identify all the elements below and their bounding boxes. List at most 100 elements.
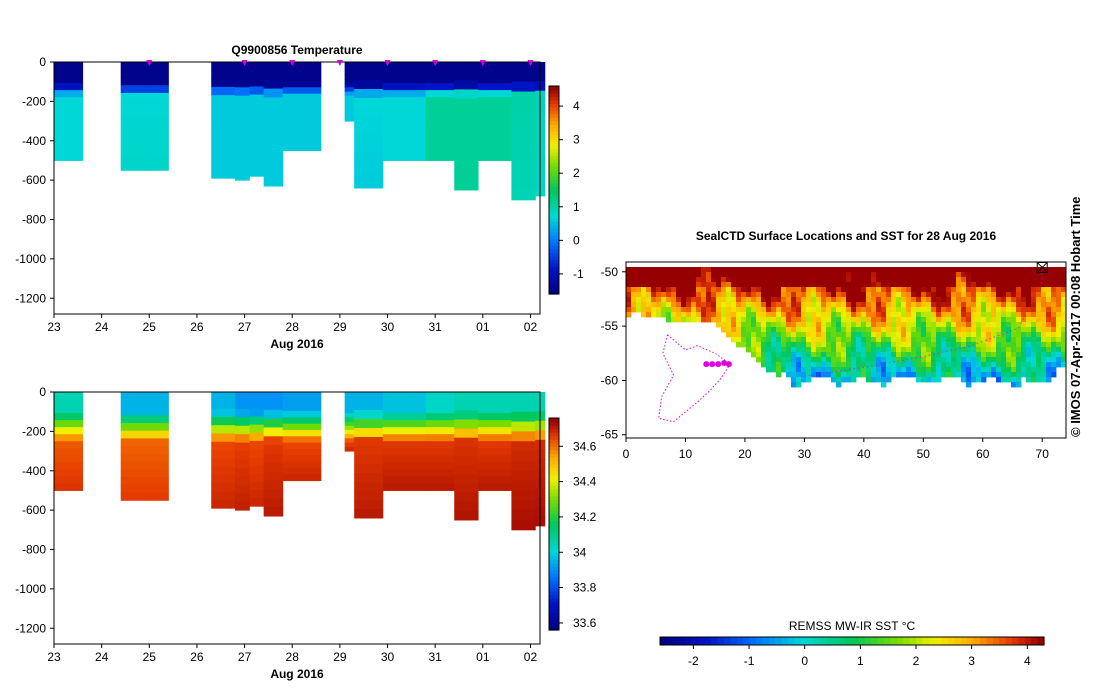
sst-cell	[871, 292, 877, 298]
sst-cell	[631, 287, 637, 293]
profile-cell	[478, 153, 512, 161]
sst-cell	[811, 342, 817, 348]
sst-cell	[701, 317, 707, 323]
colorbar-segment	[807, 637, 815, 645]
sst-cell	[816, 327, 822, 333]
sst-cell	[801, 297, 807, 303]
sst-cell	[816, 272, 822, 278]
sst-cell	[681, 277, 687, 283]
profile-cell	[120, 461, 146, 470]
sst-cell	[871, 362, 877, 368]
sst-cell	[906, 372, 912, 378]
sst-cell	[726, 282, 732, 288]
sst-cell	[1026, 267, 1032, 273]
profile-cell	[263, 106, 284, 116]
colorbar-segment	[549, 594, 559, 599]
profile-cell	[54, 462, 84, 470]
sst-cell	[901, 332, 907, 338]
sst-cell	[666, 307, 672, 313]
sst-cell	[1001, 337, 1007, 343]
profile-cell	[120, 422, 146, 432]
sst-cell	[781, 362, 787, 368]
colorbar-segment	[549, 538, 559, 543]
sst-cell	[811, 312, 817, 318]
colorbar-segment	[549, 200, 559, 205]
sst-cell	[901, 312, 907, 318]
sst-cell	[826, 332, 832, 338]
sst-cell	[756, 287, 762, 293]
profile-cell	[382, 111, 427, 119]
colorbar-segment	[549, 245, 559, 250]
colorbar-tick-label: 34.4	[573, 475, 597, 489]
sst-cell	[916, 377, 922, 383]
sst-cell	[871, 347, 877, 353]
sst-cell	[1056, 322, 1062, 328]
sst-cell	[971, 337, 977, 343]
sst-cell	[756, 307, 762, 313]
sst-cell	[916, 332, 922, 338]
sst-cell	[956, 362, 962, 368]
sst-cell	[931, 302, 937, 308]
profile-cell	[425, 476, 455, 484]
x-axis-label: Aug 2016	[270, 667, 324, 681]
sst-cell	[656, 277, 662, 283]
sst-cell	[996, 297, 1002, 303]
colorbar-segment	[1024, 637, 1032, 645]
profile-cell	[425, 118, 455, 126]
sst-cell	[811, 307, 817, 313]
sst-cell	[951, 307, 957, 313]
sst-cell	[766, 317, 772, 323]
sst-cell	[831, 372, 837, 378]
profile-cell	[144, 139, 169, 148]
sst-cell	[836, 337, 842, 343]
sst-cell	[801, 272, 807, 278]
profile-cell	[454, 80, 479, 90]
sst-cell	[681, 297, 687, 303]
x-tick-label: 50	[917, 447, 931, 461]
sst-cell	[841, 277, 847, 283]
colorbar-segment	[973, 637, 981, 645]
sst-cell	[686, 302, 692, 308]
profile-marker	[146, 60, 153, 66]
colorbar-segment	[704, 637, 712, 645]
profile-cell	[249, 159, 265, 169]
colorbar-segment	[549, 439, 559, 444]
sst-cell	[771, 337, 777, 343]
sst-cell	[966, 327, 972, 333]
sst-cell	[1011, 372, 1017, 378]
sst-cell	[1026, 367, 1032, 373]
sst-cell	[1051, 322, 1057, 328]
sst-cell	[956, 282, 962, 288]
sst-cell	[846, 352, 852, 358]
axes-frame	[53, 391, 541, 645]
profile-cell	[425, 104, 455, 112]
sst-cell	[896, 277, 902, 283]
sst-cell	[1061, 317, 1067, 323]
sst-cell	[861, 362, 867, 368]
sst-cell	[931, 342, 937, 348]
sst-cell	[951, 317, 957, 323]
profile-cell	[354, 143, 384, 153]
sst-cell	[796, 382, 802, 388]
profile-cell	[282, 404, 322, 412]
sst-cell	[1016, 372, 1022, 378]
sst-cell	[941, 327, 947, 333]
sst-cell	[656, 292, 662, 298]
sst-cell	[716, 282, 722, 288]
sst-cell	[906, 332, 912, 338]
colorbar-tick-label: 4	[1024, 654, 1031, 668]
profile-cell	[344, 442, 355, 448]
sst-cell	[806, 367, 812, 373]
sst-cell	[971, 302, 977, 308]
profile-cell	[120, 100, 146, 109]
sst-cell	[856, 327, 862, 333]
profile-cell	[511, 91, 536, 102]
sst-cell	[1021, 347, 1027, 353]
sst-cell	[731, 292, 737, 298]
sst-cell	[1036, 347, 1042, 353]
sst-cell	[831, 332, 837, 338]
sst-cell	[991, 282, 997, 288]
sst-cell	[971, 267, 977, 273]
sst-cell	[781, 367, 787, 373]
sst-cell	[946, 327, 952, 333]
